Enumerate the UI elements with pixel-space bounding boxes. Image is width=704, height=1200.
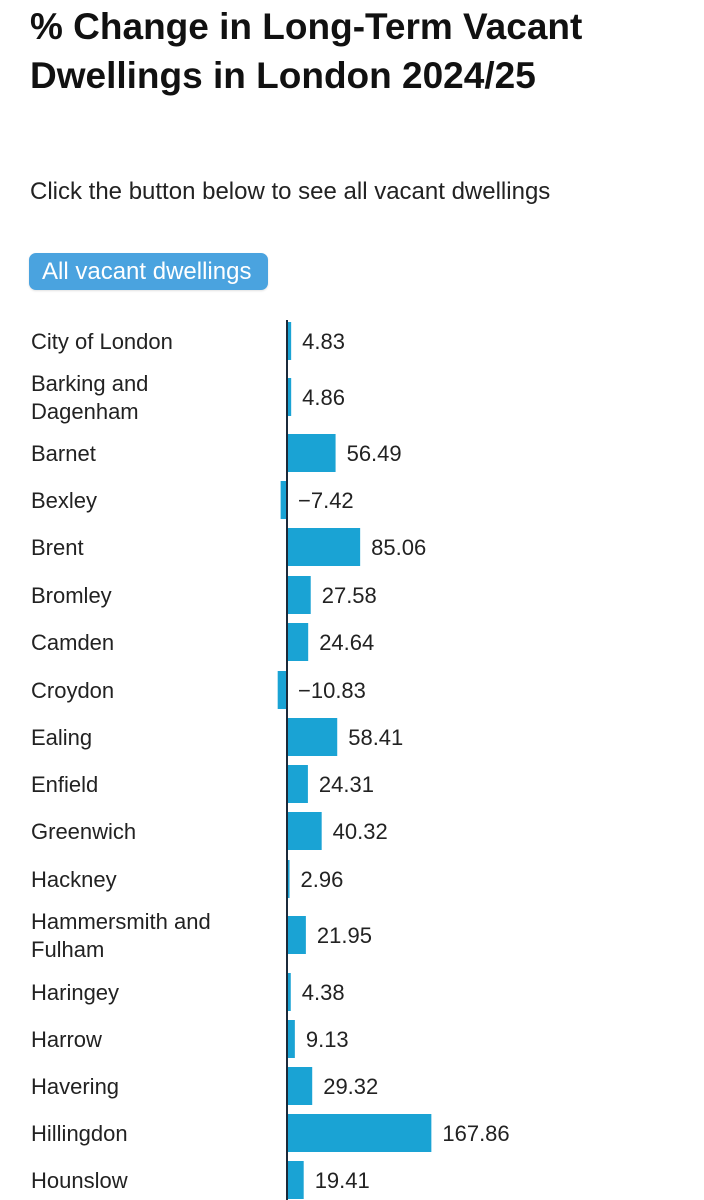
- category-label: Hounslow: [31, 1168, 128, 1193]
- category-label: Croydon: [31, 678, 114, 703]
- category-label: Barking and Dagenham: [31, 371, 148, 424]
- value-label: 4.38: [302, 980, 345, 1005]
- value-label: 29.32: [323, 1074, 378, 1099]
- bar: [287, 812, 322, 850]
- value-label: 24.31: [319, 772, 374, 797]
- value-label: 9.13: [306, 1027, 349, 1052]
- value-label: 27.58: [322, 583, 377, 608]
- category-label: Enfield: [31, 772, 98, 797]
- bar: [287, 528, 361, 566]
- category-label: Havering: [31, 1074, 119, 1099]
- value-label: 167.86: [442, 1121, 509, 1146]
- bar: [287, 973, 291, 1011]
- value-label: 85.06: [371, 535, 426, 560]
- all-vacant-dwellings-button[interactable]: All vacant dwellings: [29, 253, 269, 290]
- bar: [287, 576, 311, 614]
- bar: [287, 1161, 304, 1199]
- category-label: Camden: [31, 630, 114, 655]
- bar: [287, 916, 306, 954]
- bar: [287, 860, 290, 898]
- value-label: 4.83: [302, 329, 345, 354]
- bar: [287, 322, 292, 360]
- bar: [287, 623, 309, 661]
- value-label: 2.96: [301, 867, 344, 892]
- category-label: Brent: [31, 535, 84, 560]
- category-label: Harrow: [31, 1027, 102, 1052]
- bar: [287, 718, 338, 756]
- category-label: Greenwich: [31, 819, 136, 844]
- value-label: 19.41: [315, 1168, 370, 1193]
- category-label: Hammersmith and Fulham: [31, 909, 211, 962]
- bar: [287, 434, 336, 472]
- bar: [287, 1114, 432, 1152]
- category-label: Bromley: [31, 583, 112, 608]
- value-label: 40.32: [333, 819, 388, 844]
- bar: [287, 378, 292, 416]
- value-label: 24.64: [319, 630, 374, 655]
- bar: [287, 1067, 313, 1105]
- value-label: −10.83: [298, 678, 366, 703]
- category-label: Hillingdon: [31, 1121, 128, 1146]
- category-label: Barnet: [31, 441, 96, 466]
- value-label: 58.41: [348, 725, 403, 750]
- category-label: Bexley: [31, 488, 97, 513]
- category-label: City of London: [31, 329, 173, 354]
- bar: [280, 481, 287, 519]
- value-label: 56.49: [347, 441, 402, 466]
- bar: [287, 1020, 295, 1058]
- category-label: Ealing: [31, 725, 92, 750]
- bar: [287, 765, 308, 803]
- category-label: Haringey: [31, 980, 119, 1005]
- category-label: Hackney: [31, 867, 117, 892]
- bar: [277, 671, 287, 709]
- value-label: −7.42: [298, 488, 354, 513]
- value-label: 21.95: [317, 923, 372, 948]
- value-label: 4.86: [302, 385, 345, 410]
- chart-subtitle: Click the button below to see all vacant…: [30, 178, 551, 205]
- chart-title: % Change in Long-Term Vacant Dwellings i…: [30, 6, 583, 96]
